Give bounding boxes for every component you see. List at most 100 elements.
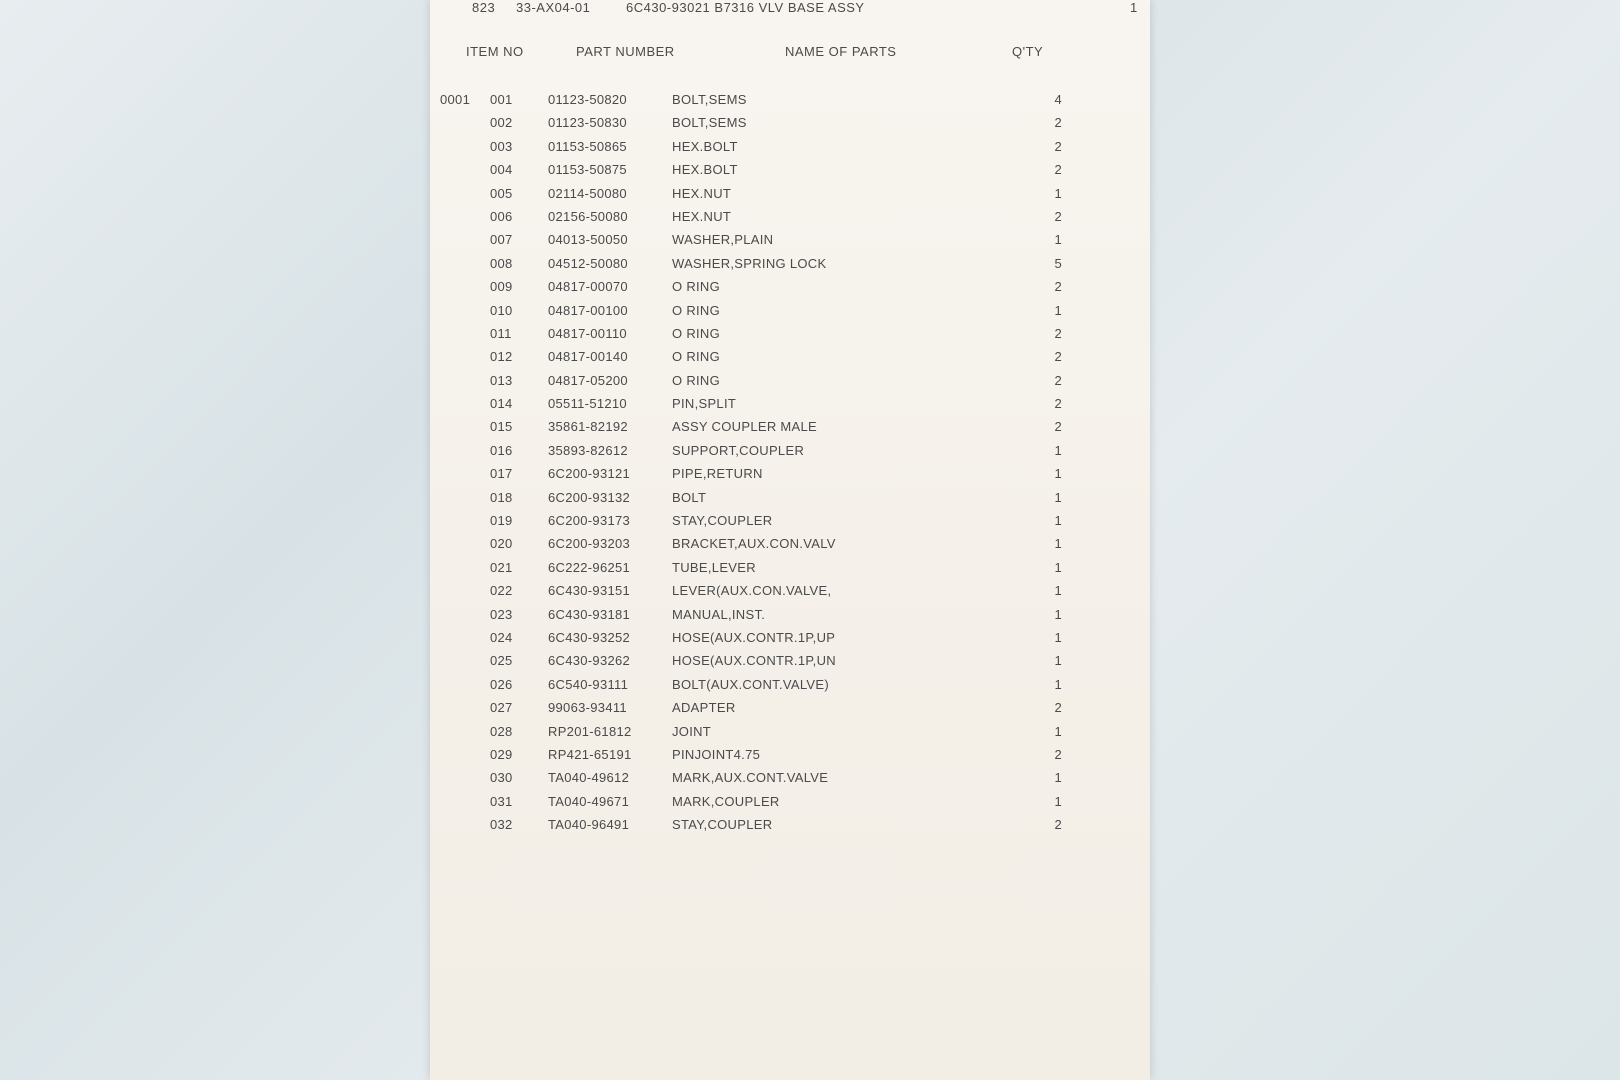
row-part-name: O RING xyxy=(672,303,720,318)
row-part-name: BOLT,SEMS xyxy=(672,92,747,107)
row-part-number: 02156-50080 xyxy=(548,209,628,224)
row-part-name: ASSY COUPLER MALE xyxy=(672,419,817,434)
row-qty: 1 xyxy=(1042,560,1062,575)
parts-list-document: 823 33-AX04-01 6C430-93021 B7316 VLV BAS… xyxy=(430,0,1150,1080)
col-name: NAME OF PARTS xyxy=(785,44,896,59)
row-qty: 2 xyxy=(1042,326,1062,341)
row-index: 027 xyxy=(490,700,513,715)
row-part-name: PINJOINT4.75 xyxy=(672,747,760,762)
table-row: 021 6C222-96251 TUBE,LEVER 1 xyxy=(430,556,1150,579)
row-part-name: MARK,AUX.CONT.VALVE xyxy=(672,770,828,785)
table-row: 02799063-93411ADAPTER2 xyxy=(430,696,1150,719)
row-part-number: TA040-49671 xyxy=(548,794,629,809)
row-part-number: RP201-61812 xyxy=(548,724,632,739)
row-index: 021 xyxy=(490,560,513,575)
row-part-name: PIPE,RETURN xyxy=(672,466,763,481)
row-part-name: O RING xyxy=(672,279,720,294)
row-part-name: SUPPORT,COUPLER xyxy=(672,443,804,458)
row-part-number: 01123-50820 xyxy=(548,92,627,107)
row-part-number: 01153-50875 xyxy=(548,162,627,177)
row-qty: 2 xyxy=(1042,747,1062,762)
row-part-name: HOSE(AUX.CONTR.1P,UN xyxy=(672,653,836,668)
row-part-name: TUBE,LEVER xyxy=(672,560,756,575)
row-part-number: 04013-50050 xyxy=(548,232,628,247)
row-index: 001 xyxy=(490,92,513,107)
row-part-name: HOSE(AUX.CONTR.1P,UP xyxy=(672,630,835,645)
row-qty: 1 xyxy=(1042,630,1062,645)
row-index: 009 xyxy=(490,279,513,294)
row-part-name: MARK,COUPLER xyxy=(672,794,780,809)
row-index: 006 xyxy=(490,209,513,224)
table-row: 01635893-82612SUPPORT,COUPLER1 xyxy=(430,439,1150,462)
row-part-number: 6C430-93181 xyxy=(548,607,630,622)
row-index: 023 xyxy=(490,607,513,622)
row-part-number: 99063-93411 xyxy=(548,700,627,715)
table-row: 00502114-50080HEX.NUT1 xyxy=(430,182,1150,205)
assembly-desc: 6C430-93021 B7316 VLV BASE ASSY xyxy=(626,0,865,15)
row-part-name: LEVER(AUX.CON.VALVE, xyxy=(672,583,831,598)
table-row: 0196C200-93173STAY,COUPLER1 xyxy=(430,509,1150,532)
row-index: 031 xyxy=(490,794,513,809)
row-qty: 1 xyxy=(1042,490,1062,505)
row-qty: 2 xyxy=(1042,139,1062,154)
row-index: 007 xyxy=(490,232,513,247)
col-item-no: ITEM NO xyxy=(466,44,524,59)
row-index: 008 xyxy=(490,256,513,271)
table-row: 00602156-50080HEX.NUT2 xyxy=(430,205,1150,228)
table-row: 0266C540-93111BOLT(AUX.CONT.VALVE)1 xyxy=(430,673,1150,696)
row-qty: 2 xyxy=(1042,349,1062,364)
row-index: 018 xyxy=(490,490,513,505)
table-row: 0186C200-93132BOLT1 xyxy=(430,486,1150,509)
row-qty: 2 xyxy=(1042,700,1062,715)
row-part-number: RP421-65191 xyxy=(548,747,632,762)
row-part-number: 35893-82612 xyxy=(548,443,628,458)
row-index: 011 xyxy=(490,326,512,341)
row-part-number: 6C222-96251 xyxy=(548,560,630,575)
table-row: 00201123-50830BOLT,SEMS2 xyxy=(430,111,1150,134)
row-part-name: BOLT,SEMS xyxy=(672,115,747,130)
row-qty: 2 xyxy=(1042,419,1062,434)
row-index: 012 xyxy=(490,349,513,364)
row-part-number: 04512-50080 xyxy=(548,256,628,271)
row-qty: 1 xyxy=(1042,653,1062,668)
row-part-number: 6C540-93111 xyxy=(548,677,628,692)
table-row: 0246C430-93252HOSE(AUX.CONTR.1P,UP1 xyxy=(430,626,1150,649)
row-part-number: 01123-50830 xyxy=(548,115,627,130)
row-index: 022 xyxy=(490,583,513,598)
table-row: 00904817-00070O RING2 xyxy=(430,275,1150,298)
parts-rows-container: 000100101123-50820BOLT,SEMS400201123-508… xyxy=(430,88,1150,1070)
row-part-name: STAY,COUPLER xyxy=(672,817,772,832)
row-part-name: O RING xyxy=(672,326,720,341)
row-index: 032 xyxy=(490,817,513,832)
row-part-number: 6C200-93132 xyxy=(548,490,630,505)
row-index: 026 xyxy=(490,677,513,692)
table-row: 00401153-50875HEX.BOLT2 xyxy=(430,158,1150,181)
row-qty: 2 xyxy=(1042,817,1062,832)
row-qty: 1 xyxy=(1042,536,1062,551)
row-part-number: 6C430-93262 xyxy=(548,653,630,668)
row-index: 003 xyxy=(490,139,513,154)
row-index: 004 xyxy=(490,162,513,177)
assembly-header-row: 823 33-AX04-01 6C430-93021 B7316 VLV BAS… xyxy=(430,0,1150,18)
row-index: 013 xyxy=(490,373,513,388)
row-qty: 1 xyxy=(1042,724,1062,739)
table-row xyxy=(430,953,1150,976)
table-row: 0206C200-93203BRACKET,AUX.CON.VALV1 xyxy=(430,532,1150,555)
row-index: 030 xyxy=(490,770,513,785)
table-row xyxy=(430,977,1150,1000)
row-index: 028 xyxy=(490,724,513,739)
assembly-code1: 823 xyxy=(472,0,495,15)
assembly-qty: 1 xyxy=(1130,0,1138,15)
row-part-number: 04817-00140 xyxy=(548,349,628,364)
table-row xyxy=(430,860,1150,883)
row-part-name: O RING xyxy=(672,373,720,388)
table-row xyxy=(430,1024,1150,1047)
row-part-number: 05511-51210 xyxy=(548,396,627,411)
row-index: 029 xyxy=(490,747,513,762)
row-part-name: HEX.NUT xyxy=(672,186,731,201)
row-qty: 1 xyxy=(1042,607,1062,622)
row-qty: 1 xyxy=(1042,232,1062,247)
group-code: 0001 xyxy=(440,92,470,107)
table-row xyxy=(430,930,1150,953)
row-qty: 2 xyxy=(1042,115,1062,130)
